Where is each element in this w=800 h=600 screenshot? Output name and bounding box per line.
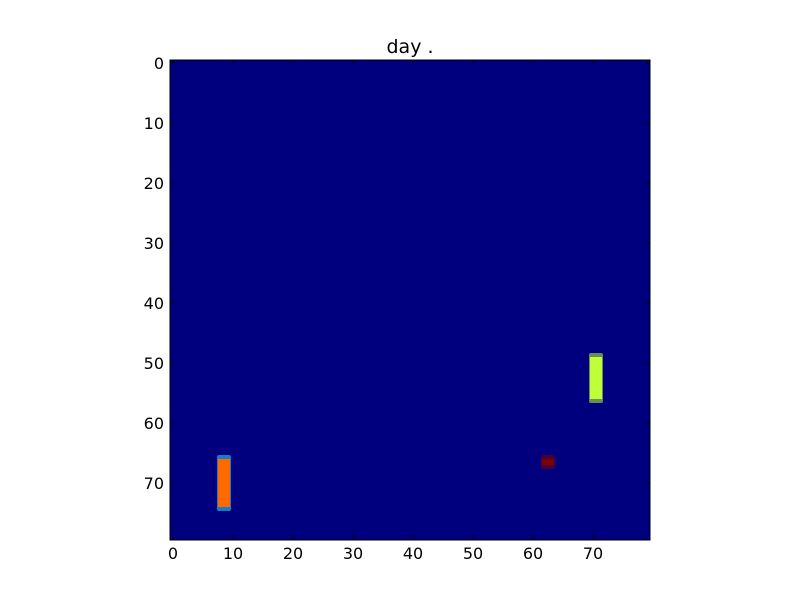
y-tick-label: 70 — [144, 474, 164, 493]
y-tick-label: 60 — [144, 414, 164, 433]
blob-core — [542, 459, 554, 465]
chart-title: day . — [386, 36, 433, 58]
y-tick-label: 40 — [144, 294, 164, 313]
heatmap-blob-paddle-left — [217, 455, 231, 511]
y-tick-label: 20 — [144, 174, 164, 193]
blob-core — [590, 357, 602, 399]
heatmap-background — [170, 60, 650, 540]
y-axis: 0 10 20 30 40 50 60 70 — [144, 54, 650, 493]
x-tick-label: 20 — [283, 544, 303, 563]
y-tick-label: 10 — [144, 114, 164, 133]
plot-frame — [169, 59, 651, 541]
y-tick-label: 0 — [154, 54, 164, 73]
x-tick-label: 30 — [343, 544, 363, 563]
heatmap-blob-paddle-right — [589, 353, 603, 403]
x-tick-label: 0 — [168, 544, 178, 563]
x-tick-label: 10 — [223, 544, 243, 563]
y-tick-label: 30 — [144, 234, 164, 253]
heatmap-blob-ball — [541, 455, 555, 469]
x-axis: 0 10 20 30 40 50 60 70 — [168, 60, 603, 563]
x-tick-label: 70 — [583, 544, 603, 563]
y-tick-label: 50 — [144, 354, 164, 373]
x-tick-label: 60 — [523, 544, 543, 563]
x-tick-label: 40 — [403, 544, 423, 563]
blob-core — [218, 459, 230, 507]
plot-area — [169, 59, 651, 541]
x-tick-label: 50 — [463, 544, 483, 563]
